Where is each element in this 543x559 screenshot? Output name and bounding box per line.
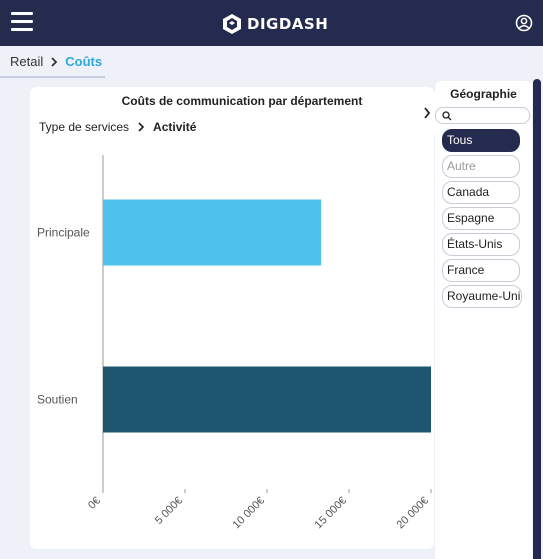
hamburger-menu-icon[interactable] <box>11 12 33 31</box>
logo-text: DIGDASH <box>247 15 329 33</box>
category-label: Principale <box>37 226 90 240</box>
chart-card: Principale Soutien 0€ 5 000€ 10 000€ 15 000€ 2… <box>30 87 434 549</box>
top-bar: DIGDASH <box>0 0 543 46</box>
breadcrumb-root[interactable]: Retail <box>10 54 44 69</box>
chevron-right-icon <box>137 122 145 132</box>
filter-item[interactable]: États-Unis <box>442 233 520 256</box>
filter-item[interactable]: Royaume-Uni <box>442 285 522 308</box>
app-logo: DIGDASH <box>222 12 328 36</box>
category-label: Soutien <box>37 393 78 407</box>
filter-title: Géographie <box>450 87 517 101</box>
x-tick-label: 0€ <box>86 495 103 512</box>
filter-item[interactable]: France <box>442 259 520 282</box>
chart-title: Coûts de communication par département <box>121 94 363 108</box>
filter-search-input[interactable] <box>454 109 524 122</box>
breadcrumb: Retail Coûts <box>0 46 543 77</box>
bar-chart: Principale Soutien 0€ 5 000€ 10 000€ 15 000€ 2… <box>37 155 432 532</box>
breadcrumb-current[interactable]: Coûts <box>65 54 103 69</box>
bar-principale <box>103 199 322 266</box>
chevron-right-icon <box>50 56 58 67</box>
collapse-filter-button[interactable] <box>418 92 436 134</box>
drill-path: Type de services Activité <box>39 120 196 134</box>
bar-soutien <box>103 366 431 433</box>
digdash-cube-icon <box>223 14 241 34</box>
search-icon <box>442 111 452 121</box>
user-account-icon[interactable] <box>515 14 533 32</box>
geography-filter-panel: Géographie Tous Autre Canada Espagne États-U… <box>435 81 532 559</box>
drill-path-current: Activité <box>153 120 197 134</box>
filter-item[interactable]: Espagne <box>442 207 520 230</box>
drill-path-root[interactable]: Type de services <box>39 120 130 134</box>
filter-search[interactable] <box>435 107 530 124</box>
filter-item[interactable]: Autre <box>442 155 520 178</box>
x-tick-label: 10 000€ <box>231 495 268 532</box>
scrollbar[interactable] <box>533 79 541 559</box>
x-tick-label: 5 000€ <box>153 495 185 527</box>
x-tick-label: 20 000€ <box>395 495 432 532</box>
x-tick-label: 15 000€ <box>313 495 350 532</box>
chevron-right-icon <box>424 107 431 119</box>
filter-item[interactable]: Canada <box>442 181 520 204</box>
filter-item[interactable]: Tous <box>442 129 520 152</box>
breadcrumb-underline <box>0 76 105 78</box>
